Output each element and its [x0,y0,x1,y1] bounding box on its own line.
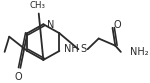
Text: NH: NH [64,44,79,54]
Text: NH₂: NH₂ [130,47,149,57]
Text: N: N [47,20,54,30]
Text: S: S [80,44,86,54]
Text: O: O [113,20,121,30]
Text: O: O [15,72,22,82]
Text: CH₃: CH₃ [30,1,46,10]
